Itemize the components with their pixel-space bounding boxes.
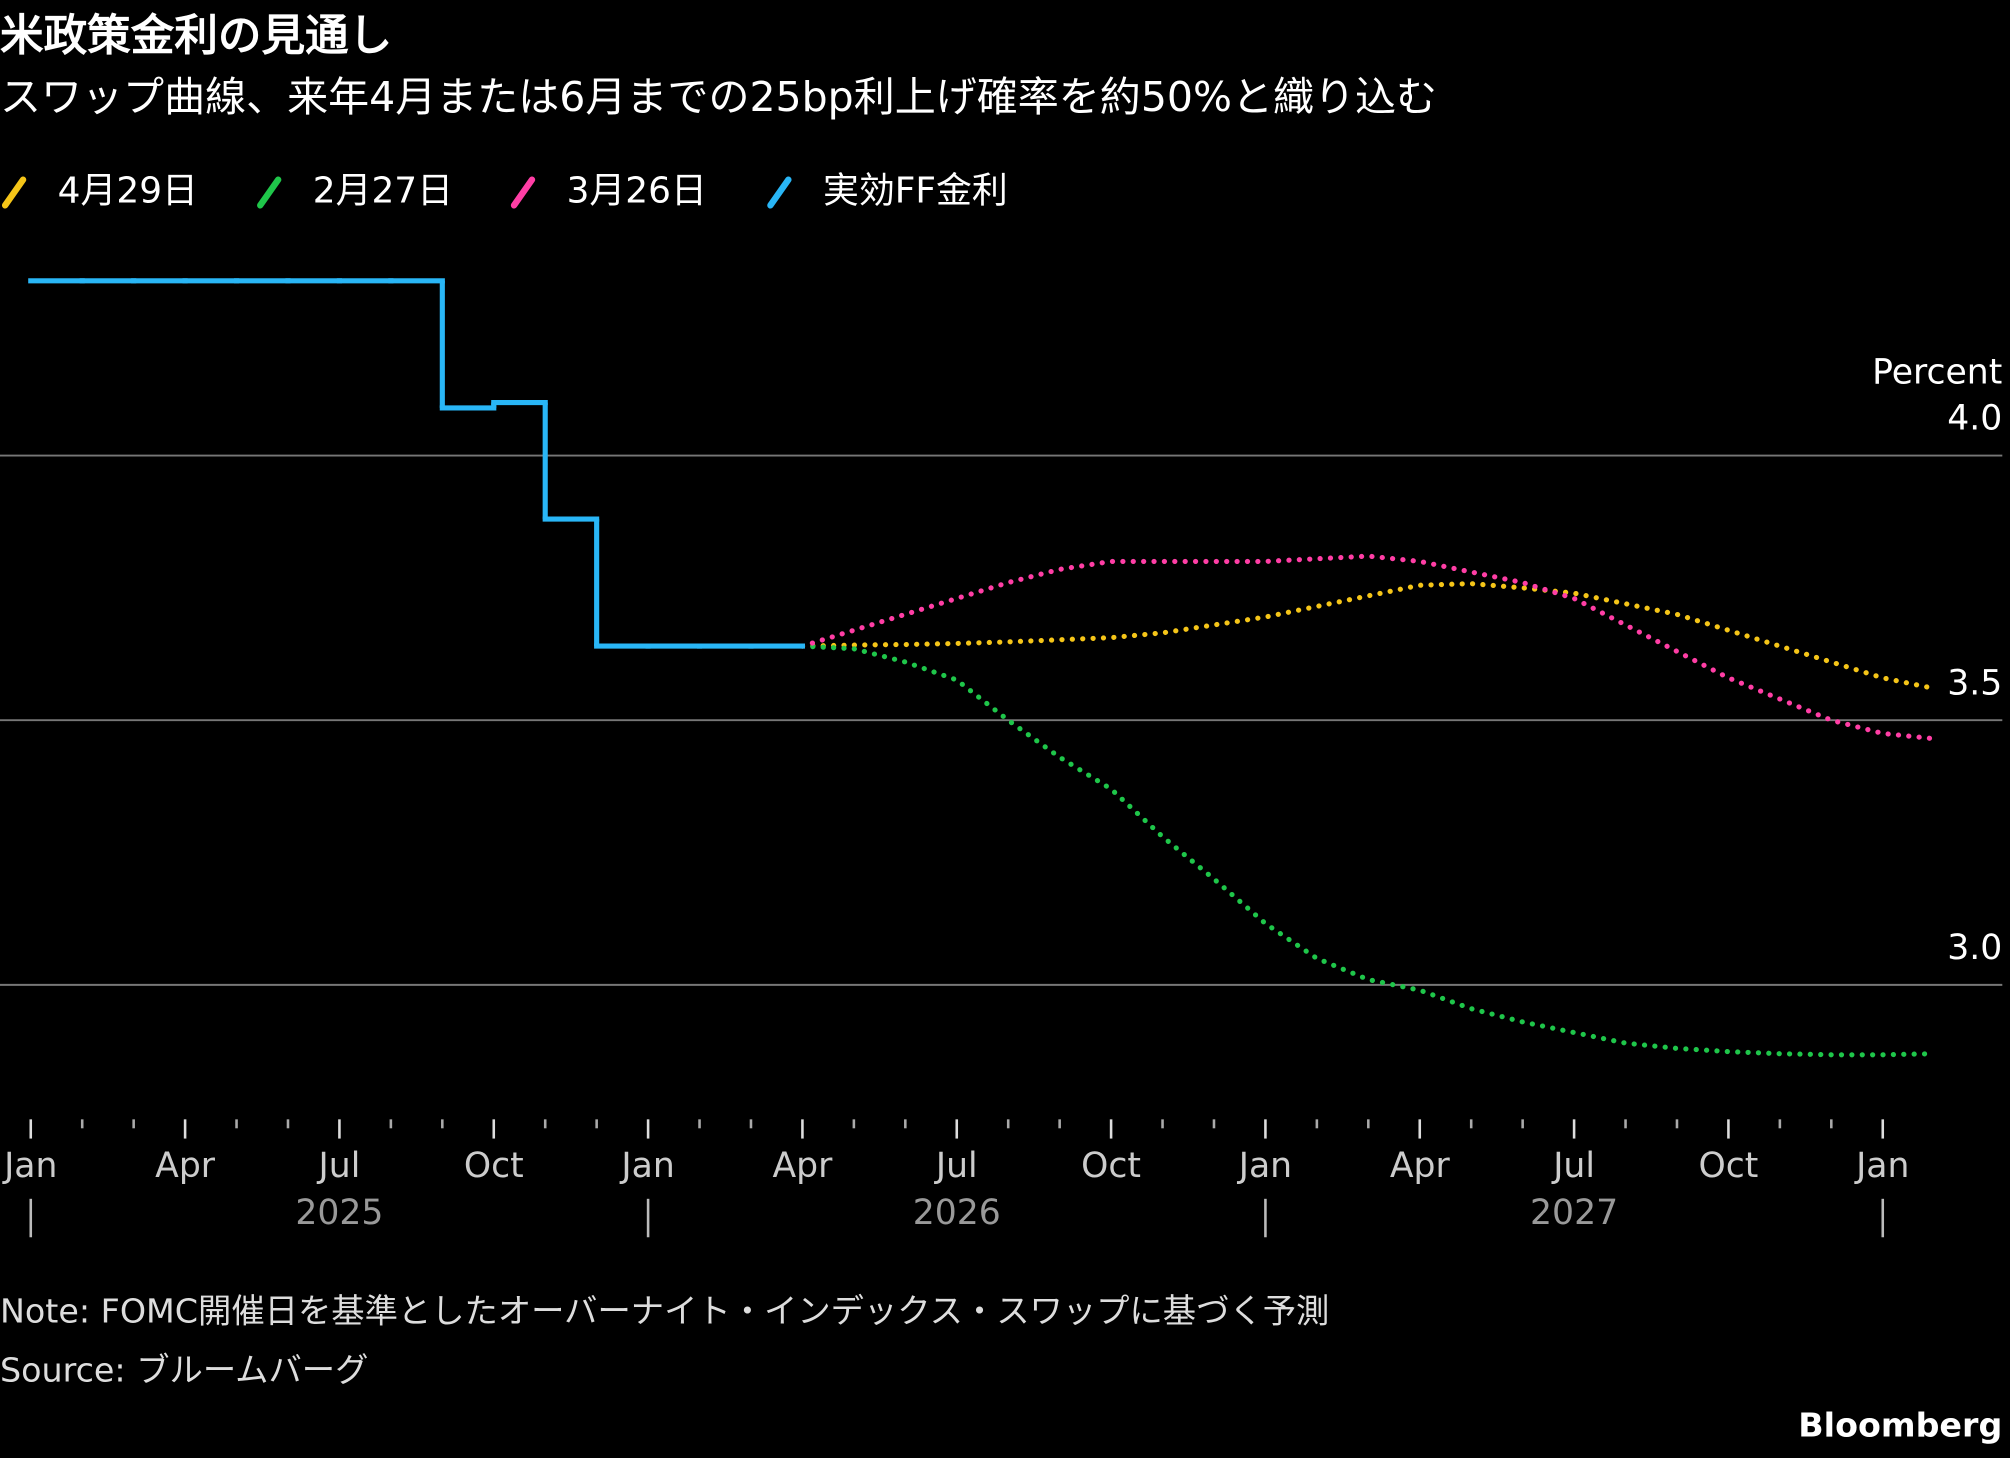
y-tick-label: 3.5 [1947, 663, 2002, 703]
chart-subtitle: スワップ曲線、来年4月または6月までの25bp利上げ確率を約50%と織り込む [0, 73, 1437, 121]
legend-label: 実効FF金利 [823, 171, 1008, 212]
note: Note: FOMC開催日を基準としたオーバーナイト・インデックス・スワップに基… [0, 1291, 1329, 1330]
y-tick-label: 4.0 [1947, 399, 2002, 439]
year-label: 2026 [913, 1193, 1001, 1233]
series-line [799, 581, 1937, 692]
x-tick-label: Oct [1699, 1146, 1759, 1186]
x-tick-label: Jul [1551, 1146, 1595, 1186]
year-label: 2025 [295, 1193, 383, 1233]
x-tick-label: Jan [1854, 1146, 1909, 1186]
x-tick-label: Apr [155, 1146, 216, 1186]
x-tick-label: Apr [1390, 1146, 1451, 1186]
legend-label: 2月27日 [313, 171, 453, 212]
x-tick-label: Jul [317, 1146, 361, 1186]
x-tick-label: Jan [1237, 1146, 1292, 1186]
x-tick-label: Oct [464, 1146, 524, 1186]
series-line [799, 553, 1937, 742]
x-tick-label: Oct [1081, 1146, 1141, 1186]
source: Source: ブルームバーグ [0, 1350, 368, 1389]
y-axis-label: Percent [1872, 352, 2002, 392]
series-line [799, 643, 1937, 1058]
year-label: 2027 [1530, 1193, 1618, 1233]
x-tick-label: Jan [619, 1146, 674, 1186]
x-tick-label: Jan [2, 1146, 57, 1186]
x-tick-label: Apr [772, 1146, 833, 1186]
legend-swatch [1, 176, 27, 209]
legend-swatch [767, 176, 792, 209]
legend-label: 3月26日 [567, 171, 707, 212]
brand: Bloomberg [1798, 1405, 2002, 1444]
chart-title: 米政策金利の見通し [0, 12, 392, 62]
legend-label: 4月29日 [58, 171, 198, 212]
legend-swatch [510, 176, 536, 209]
x-tick-label: Jul [934, 1146, 978, 1186]
y-tick-label: 3.0 [1947, 928, 2002, 968]
legend-swatch [257, 176, 282, 209]
